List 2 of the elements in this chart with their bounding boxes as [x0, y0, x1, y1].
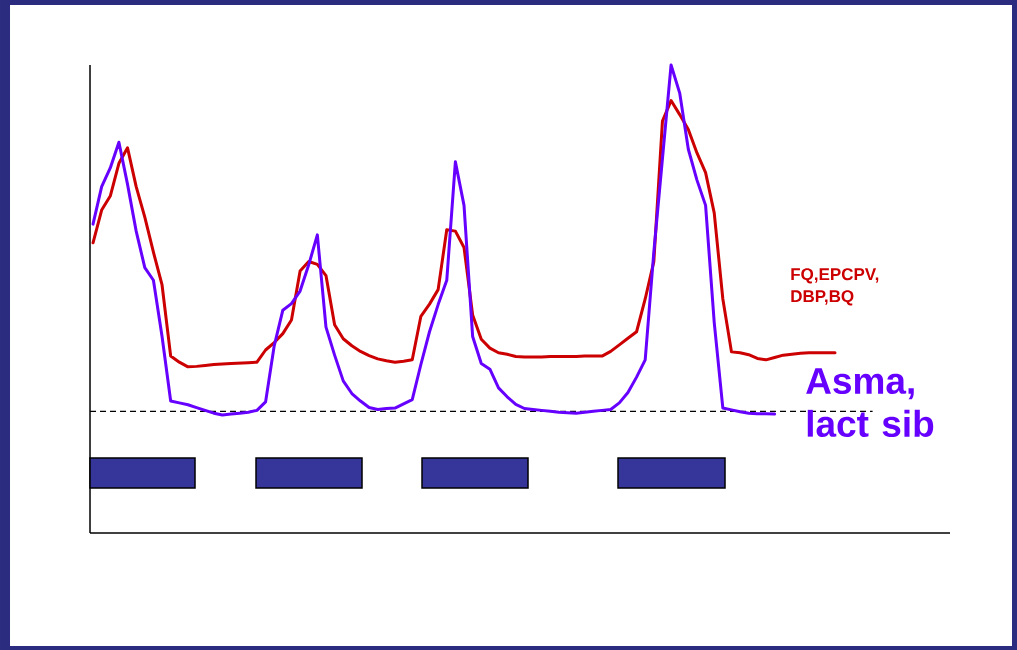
text: FQ,EPCPV, DBP,BQ — [791, 268, 879, 306]
series-label: Asma, lact sib — [806, 368, 934, 437]
